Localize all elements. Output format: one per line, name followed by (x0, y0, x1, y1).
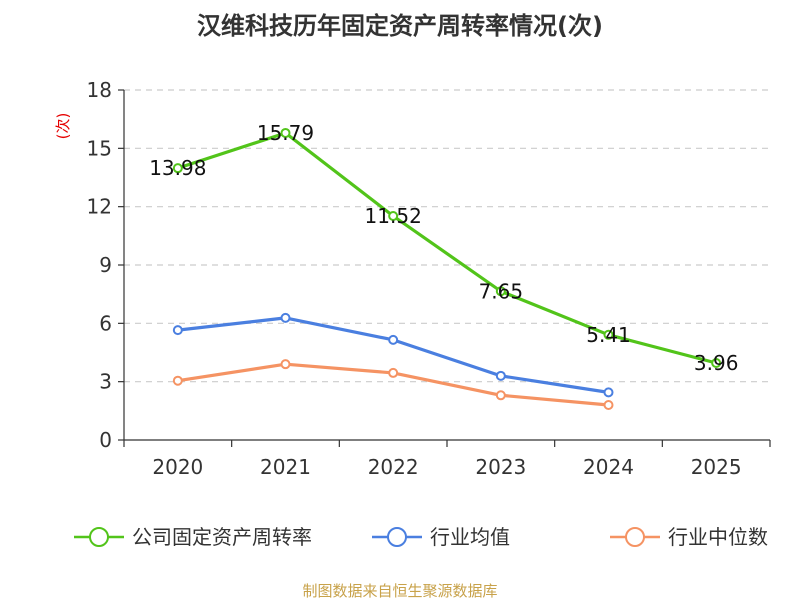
data-point (495, 370, 506, 381)
axis-layer: 0 3 6 9 12 15 18 2020 2021 2022 2023 2024 2025 (87, 78, 771, 479)
legend-marker (89, 527, 109, 547)
data-label: 3.96 (694, 351, 739, 375)
data-point (388, 334, 399, 345)
legend-label: 行业均值 (430, 525, 510, 549)
data-point (495, 286, 506, 297)
data-point (603, 329, 614, 340)
legend: 公司固定资产周转率 行业均值 行业中位数 (74, 525, 768, 549)
y-tick-label: 18 (87, 78, 112, 102)
legend-label: 公司固定资产周转率 (132, 525, 312, 549)
y-tick-label: 15 (87, 136, 112, 160)
data-point (711, 358, 722, 368)
x-tick-label: 2024 (583, 455, 634, 479)
data-point (495, 390, 506, 401)
grid-layer (124, 89, 770, 383)
data-label: 7.65 (479, 279, 524, 303)
data-point (280, 312, 291, 323)
series-layer (172, 127, 722, 410)
data-point (280, 127, 291, 138)
x-tick-label: 2022 (368, 455, 419, 479)
source-note: 制图数据来自恒生聚源数据库 (302, 582, 497, 600)
legend-marker (387, 527, 407, 547)
data-point (603, 387, 614, 398)
data-point (172, 325, 183, 336)
data-point (172, 163, 183, 174)
data-label-layer: 13.98 15.79 11.52 7.65 5.41 3.96 (149, 121, 738, 375)
legend-label: 行业中位数 (668, 525, 768, 549)
y-tick-label: 3 (99, 370, 112, 394)
y-tick-label: 6 (99, 311, 112, 335)
y-tick-label: 12 (87, 195, 112, 219)
data-label: 15.79 (257, 121, 314, 145)
data-point (172, 375, 183, 386)
data-point (388, 367, 399, 378)
legend-marker (625, 527, 645, 547)
data-label: 13.98 (149, 156, 206, 180)
series-line-0 (177, 131, 717, 365)
data-label: 5.41 (586, 323, 631, 347)
y-tick-label: 9 (99, 253, 112, 277)
x-tick-label: 2020 (152, 455, 203, 479)
data-point (388, 211, 399, 221)
data-point (603, 400, 614, 410)
data-label: 11.52 (365, 204, 422, 228)
y-axis-label: (次) (54, 113, 72, 140)
chart-title: 汉维科技历年固定资产周转率情况(次) (197, 12, 603, 40)
x-tick-label: 2025 (691, 455, 742, 479)
y-tick-label: 0 (99, 428, 112, 452)
data-point (280, 359, 291, 370)
x-tick-label: 2023 (475, 455, 526, 479)
x-tick-label: 2021 (260, 455, 311, 479)
